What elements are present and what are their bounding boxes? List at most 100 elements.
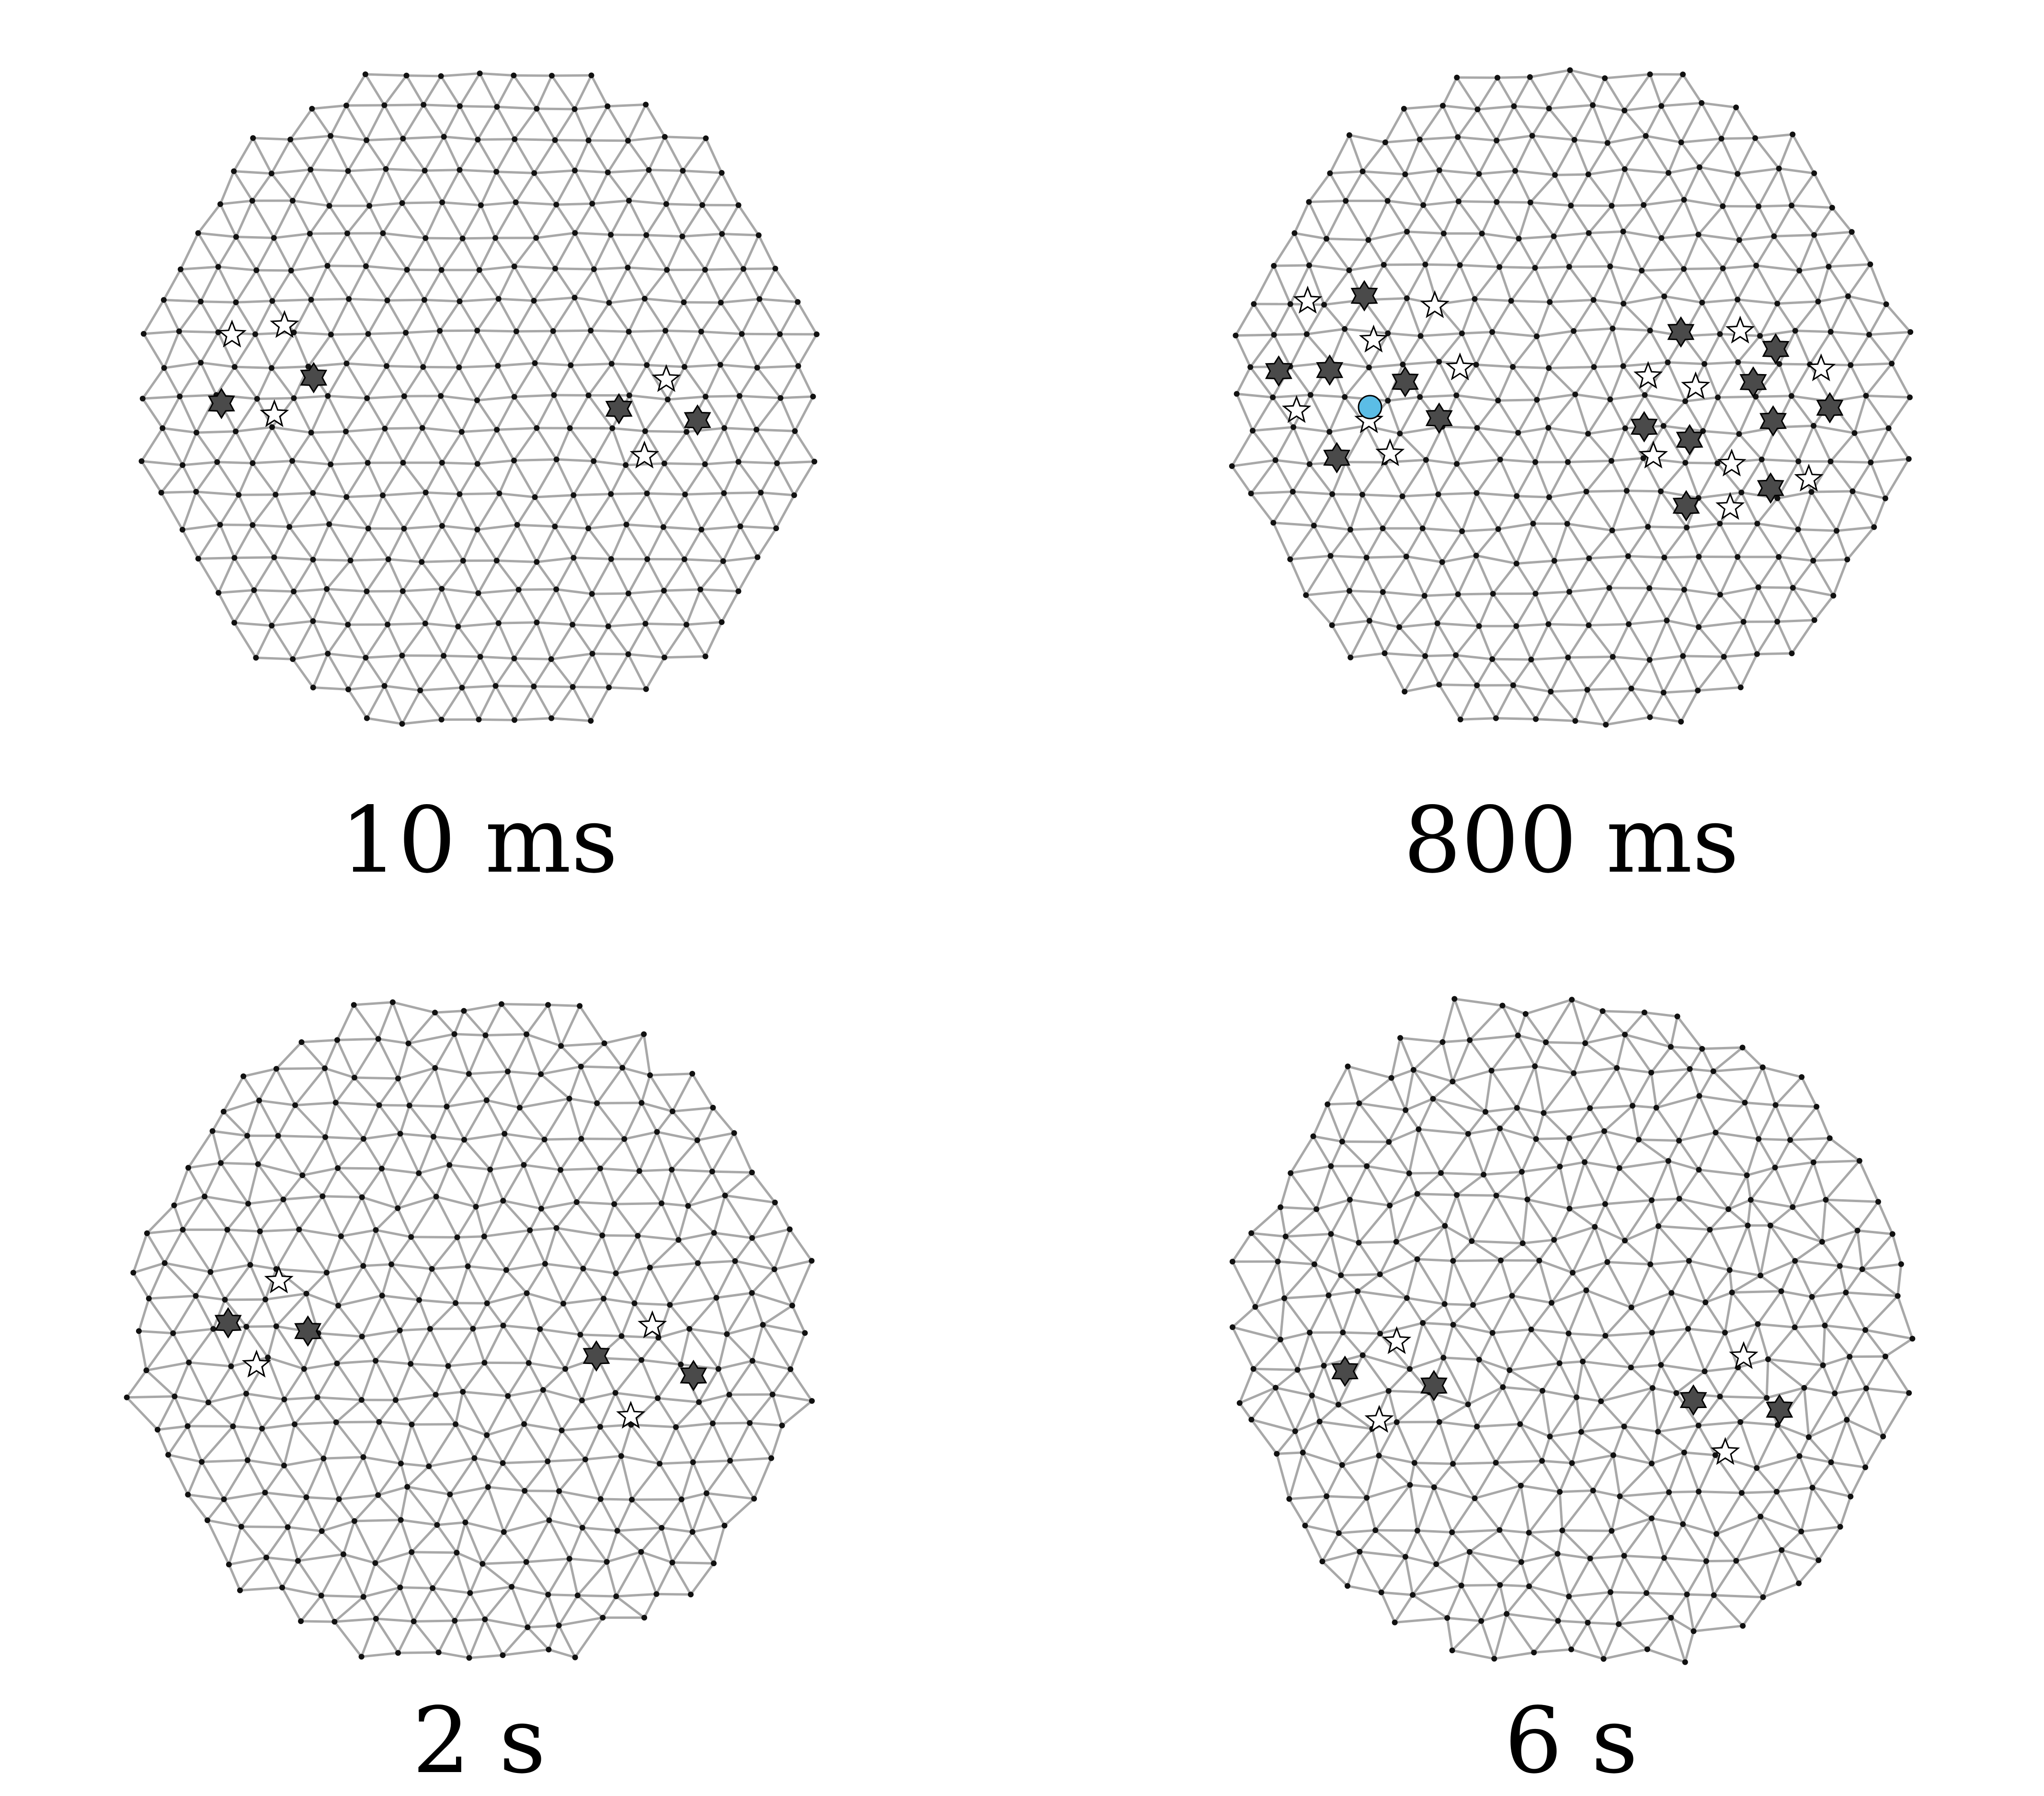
mesh-node <box>310 618 316 624</box>
mesh-node <box>1546 494 1552 500</box>
mesh-edge <box>760 462 778 493</box>
mesh-edge <box>1587 1621 1619 1625</box>
mesh-edge <box>643 269 668 300</box>
mesh-edge <box>1794 1324 1825 1329</box>
mesh-edge <box>1341 1140 1368 1167</box>
mesh-edge <box>1568 1595 1589 1624</box>
mesh-edge <box>1848 295 1887 306</box>
mesh-node <box>1294 1367 1301 1373</box>
mesh-edge <box>1608 587 1630 625</box>
mesh-edge <box>685 431 706 465</box>
mesh-edge <box>1622 204 1645 232</box>
mesh-edge <box>311 108 332 137</box>
five-point-star-icon <box>1375 438 1405 466</box>
mesh-edge <box>348 684 385 691</box>
mesh-node <box>681 299 687 306</box>
mesh-node <box>1401 106 1407 112</box>
mesh-edge <box>1496 170 1517 203</box>
mesh-edge <box>627 558 649 594</box>
mesh-edge <box>1519 235 1554 240</box>
mesh-edge <box>610 558 630 594</box>
mesh-edge <box>163 330 181 369</box>
mesh-edge <box>324 1102 337 1138</box>
mesh-edge <box>1446 1617 1454 1651</box>
mesh-edge <box>1678 1169 1700 1200</box>
mesh-edge <box>683 558 702 590</box>
mesh-edge <box>625 524 649 560</box>
mesh-edge <box>1757 1290 1782 1325</box>
mesh-node <box>1251 301 1257 307</box>
mesh-edge <box>1418 1128 1469 1135</box>
mesh-edge <box>1833 1356 1851 1394</box>
mesh-edge <box>1439 1403 1469 1423</box>
mesh-edge <box>181 491 197 530</box>
mesh-edge <box>550 686 574 719</box>
mesh-edge <box>1622 270 1643 305</box>
five-point-star-icon <box>1359 324 1389 352</box>
mesh-edge <box>1481 201 1498 234</box>
mesh-edge <box>699 589 723 623</box>
mesh-edge <box>1620 1491 1669 1498</box>
mesh-edge <box>1835 530 1849 560</box>
mesh-node <box>548 73 555 79</box>
mesh-edge <box>1680 141 1701 168</box>
mesh-edge <box>555 525 589 530</box>
mesh-edge <box>1384 108 1405 143</box>
mesh-edge <box>1849 1329 1867 1357</box>
mesh-edge <box>309 232 348 235</box>
mesh-node <box>1566 1135 1572 1141</box>
mesh-edge <box>1555 173 1588 176</box>
mesh-edge <box>1522 1239 1554 1245</box>
mesh-node <box>1495 75 1500 81</box>
mesh-node <box>644 490 650 497</box>
mesh-node <box>754 364 760 371</box>
mesh-edge <box>382 202 403 234</box>
mesh-edge <box>1490 1069 1518 1109</box>
mesh-edge <box>288 526 314 560</box>
mesh-edge <box>1587 398 1611 434</box>
mesh-edge <box>1418 105 1444 140</box>
mesh-node <box>1571 328 1577 334</box>
mesh-edge <box>1650 1431 1659 1464</box>
mesh-node <box>1641 1010 1647 1015</box>
mesh-edge <box>1697 1455 1717 1492</box>
mesh-edge <box>1394 1616 1448 1624</box>
mesh-edge <box>179 232 199 270</box>
mesh-edge <box>1273 232 1296 267</box>
mesh-node <box>1666 1489 1672 1495</box>
mesh-node <box>1795 526 1801 533</box>
mesh-edge <box>1624 1012 1645 1035</box>
mesh-edge <box>1637 1107 1657 1140</box>
mesh-edge <box>476 399 498 431</box>
mesh-edge <box>1520 1171 1529 1200</box>
mesh-edge <box>1515 523 1534 564</box>
mesh-node <box>1738 489 1745 496</box>
mesh-edge <box>1756 523 1780 558</box>
mesh-edge <box>536 75 553 110</box>
mesh-node <box>1497 1582 1503 1588</box>
mesh-edge <box>1305 555 1332 596</box>
mesh-node <box>1453 652 1459 658</box>
mesh-edge <box>350 558 388 562</box>
mesh-edge <box>353 1004 379 1040</box>
mesh-node <box>1569 1460 1575 1466</box>
mesh-node <box>1272 457 1279 463</box>
mesh-node <box>1356 1100 1362 1106</box>
mesh-edge <box>1315 1166 1332 1210</box>
mesh-node <box>1644 1646 1650 1652</box>
mesh-node <box>1347 1197 1353 1203</box>
mesh-edge <box>533 268 557 302</box>
mesh-edge <box>397 1078 411 1106</box>
mesh-edge <box>1774 1076 1803 1106</box>
mesh-edge <box>1567 523 1612 532</box>
mesh-edge <box>1252 426 1294 432</box>
mesh-node <box>1526 1583 1532 1590</box>
mesh-node <box>1518 1482 1524 1489</box>
mesh-edge <box>1498 1584 1508 1614</box>
mesh-node <box>1402 171 1408 177</box>
mesh-edge <box>365 265 407 271</box>
mesh-node <box>1327 553 1334 559</box>
mesh-edge <box>499 492 535 499</box>
mesh-edge <box>1607 135 1646 144</box>
mesh-node <box>552 265 558 272</box>
